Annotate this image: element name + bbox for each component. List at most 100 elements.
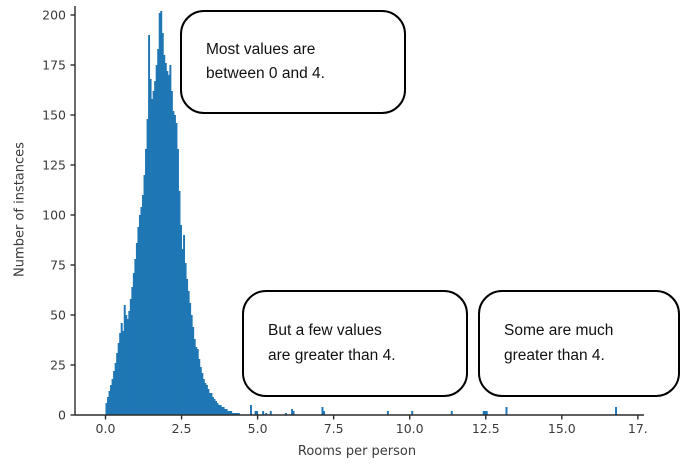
histogram-bar bbox=[160, 11, 163, 415]
histogram-bar bbox=[198, 359, 201, 415]
histogram-outlier-bar bbox=[323, 411, 325, 415]
callout-most-values-text: Most values are between 0 and 4. bbox=[206, 40, 325, 82]
histogram-outlier-bar bbox=[249, 405, 252, 415]
histogram-bar bbox=[135, 243, 138, 415]
y-tick-label: 100 bbox=[42, 208, 66, 223]
histogram-bar bbox=[210, 393, 213, 415]
histogram-outlier-bar bbox=[482, 411, 485, 415]
histogram-bar bbox=[161, 33, 164, 415]
y-tick-label: 75 bbox=[50, 258, 66, 273]
histogram-bar bbox=[218, 405, 221, 415]
histogram-bar bbox=[233, 413, 236, 415]
histogram-bar bbox=[146, 119, 149, 415]
histogram-bar bbox=[211, 397, 214, 415]
histogram-outlier-bar bbox=[265, 413, 268, 415]
x-axis-label: Rooms per person bbox=[297, 444, 417, 459]
histogram-bar bbox=[120, 323, 123, 415]
histogram-bar bbox=[213, 399, 216, 415]
y-tick-label: 50 bbox=[50, 308, 66, 323]
histogram-bar bbox=[107, 397, 109, 415]
histogram-bar bbox=[196, 349, 199, 415]
histogram-bar bbox=[230, 411, 233, 415]
histogram-bar bbox=[175, 123, 178, 415]
histogram-bar bbox=[148, 35, 151, 415]
histogram-bar bbox=[216, 403, 219, 415]
histogram-bar bbox=[181, 249, 184, 415]
y-tick-label: 200 bbox=[42, 8, 66, 23]
histogram-bar bbox=[111, 379, 114, 415]
x-tick-label: 12.5 bbox=[472, 421, 500, 436]
histogram-bar bbox=[190, 315, 193, 415]
histogram-bar bbox=[154, 81, 157, 415]
histogram-bar bbox=[116, 353, 119, 415]
histogram-bar bbox=[228, 411, 231, 415]
histogram-bar bbox=[236, 413, 239, 415]
y-tick-label: 0 bbox=[58, 408, 66, 423]
histogram-outlier-bar bbox=[450, 411, 453, 415]
histogram-bar bbox=[207, 389, 210, 415]
histogram-bar bbox=[224, 409, 227, 415]
y-axis-label: Number of instances bbox=[12, 142, 28, 277]
y-tick-label: 125 bbox=[42, 158, 66, 173]
histogram-bar bbox=[132, 273, 135, 415]
histogram-outlier-bar bbox=[292, 411, 295, 415]
histogram-bar bbox=[122, 331, 125, 415]
histogram-bar bbox=[234, 413, 237, 415]
histogram-outlier-bar bbox=[386, 411, 389, 415]
histogram-bar bbox=[178, 191, 181, 415]
histogram-bar bbox=[145, 149, 148, 415]
histogram-bar bbox=[202, 379, 205, 415]
histogram-bar bbox=[195, 347, 198, 415]
histogram-bar bbox=[204, 383, 207, 415]
histogram-bar bbox=[221, 407, 224, 415]
histogram-outlier-bar bbox=[505, 407, 508, 415]
callout-much-greater-text: Some are much greater than 4. bbox=[504, 322, 614, 364]
histogram-bar bbox=[138, 215, 141, 415]
histogram-bar bbox=[189, 303, 192, 415]
histogram-bar bbox=[108, 391, 111, 415]
histogram-bar bbox=[143, 175, 146, 415]
callout-few-greater-text: But a few values are greater than 4. bbox=[268, 322, 396, 364]
histogram-bar bbox=[167, 75, 170, 415]
histogram-outlier-bar bbox=[484, 411, 487, 415]
histogram-bar bbox=[113, 371, 116, 415]
histogram-outlier-bar bbox=[485, 411, 488, 415]
histogram-bar bbox=[227, 411, 230, 415]
histogram-bar bbox=[237, 413, 240, 415]
histogram-bar bbox=[222, 407, 225, 415]
histogram-bar bbox=[110, 385, 113, 415]
histogram-bar bbox=[155, 65, 158, 415]
histogram-bar bbox=[205, 385, 208, 415]
histogram-bar bbox=[199, 367, 202, 415]
histogram-bar bbox=[184, 263, 187, 415]
histogram-bar bbox=[140, 207, 143, 415]
y-tick-label: 25 bbox=[50, 358, 66, 373]
histogram-bar bbox=[208, 393, 211, 415]
histogram-bar bbox=[128, 311, 131, 415]
histogram-bar bbox=[131, 287, 134, 415]
histogram-outlier-bar bbox=[291, 409, 294, 415]
histogram-outlier-bar bbox=[411, 411, 414, 415]
x-tick-label: 15.0 bbox=[548, 421, 576, 436]
callout-few-greater: But a few values are greater than 4. bbox=[242, 290, 468, 397]
x-tick-label: 17. bbox=[628, 421, 648, 436]
histogram-bar bbox=[186, 279, 189, 415]
histogram-outlier-bar bbox=[284, 413, 287, 415]
callout-most-values: Most values are between 0 and 4. bbox=[180, 10, 406, 114]
y-tick-label: 175 bbox=[42, 58, 66, 73]
histogram-outlier-bar bbox=[256, 411, 259, 415]
x-tick-label: 7.5 bbox=[324, 421, 344, 436]
histogram-bar bbox=[166, 71, 169, 415]
histogram-bar bbox=[193, 339, 196, 415]
histogram-outlier-bar bbox=[254, 411, 257, 415]
y-tick-label: 150 bbox=[42, 108, 66, 123]
x-tick-label: 0.0 bbox=[96, 421, 116, 436]
histogram-bar bbox=[123, 305, 126, 415]
histogram-bar bbox=[164, 63, 167, 415]
histogram-bar bbox=[114, 363, 117, 415]
histogram-bar bbox=[157, 49, 160, 415]
histogram-bar bbox=[187, 291, 190, 415]
histogram-bar bbox=[173, 115, 176, 415]
